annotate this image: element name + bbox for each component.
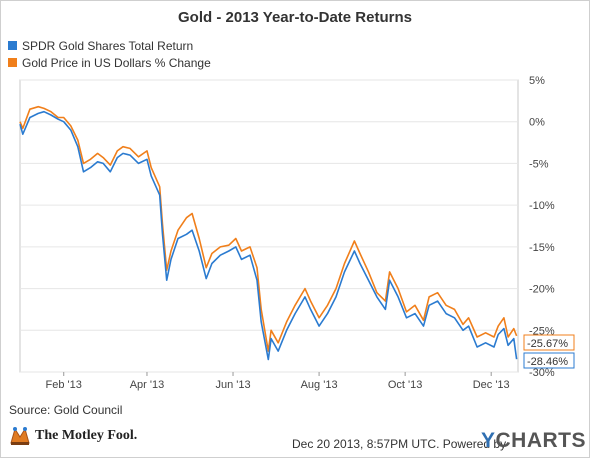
footer-timestamp: Dec 20 2013, 8:57PM UTC. Powered by (292, 437, 507, 451)
legend-label-spdr: SPDR Gold Shares Total Return (22, 38, 194, 53)
source-note: Source: Gold Council (9, 403, 123, 417)
plot-area: 5% 0% -5% -10% -15% -20% -25% -30% Feb '13 Apr '1… (19, 75, 575, 391)
y-tick-label: -15% (529, 242, 555, 254)
legend: SPDR Gold Shares Total Return Gold Price… (8, 37, 211, 71)
motley-fool-logo: The Motley Fool. (9, 425, 137, 447)
end-label-box (523, 334, 575, 351)
ycharts-y: Y (481, 429, 496, 452)
ycharts-logo[interactable]: YCHARTS (481, 429, 586, 453)
legend-item-spdr[interactable]: SPDR Gold Shares Total Return (8, 37, 211, 54)
x-tick-label: Dec '13 (473, 379, 510, 391)
y-tick-label: -10% (529, 200, 555, 212)
legend-swatch-spdr (8, 41, 17, 50)
end-value-label: -25.67% (527, 338, 568, 350)
series-line-gold (19, 105, 518, 352)
end-label-box (523, 352, 575, 369)
x-tick-label: Feb '13 (46, 379, 82, 391)
y-tick-label: 0% (529, 117, 545, 129)
x-tick-label: Jun '13 (215, 379, 250, 391)
x-tick-label: Oct '13 (388, 379, 423, 391)
end-value-label: -28.46% (527, 356, 568, 368)
legend-swatch-gold (8, 58, 17, 67)
jester-hat-icon (10, 427, 30, 445)
y-tick-label: -20% (529, 284, 555, 296)
x-tick-label: Aug '13 (301, 379, 338, 391)
y-tick-label: -5% (529, 158, 549, 170)
series-line-spdr (19, 110, 518, 361)
y-tick-label: -30% (529, 367, 555, 379)
y-tick-label: -25% (529, 325, 555, 337)
ycharts-rest: CHARTS (495, 429, 587, 452)
legend-label-gold: Gold Price in US Dollars % Change (22, 55, 211, 70)
y-tick-label: 5% (529, 75, 545, 87)
x-tick-label: Apr '13 (130, 379, 165, 391)
plot-background (19, 79, 519, 373)
chart-title: Gold - 2013 Year-to-Date Returns (178, 9, 412, 26)
motley-fool-text: The Motley Fool. (35, 428, 138, 443)
legend-item-gold[interactable]: Gold Price in US Dollars % Change (8, 54, 211, 71)
